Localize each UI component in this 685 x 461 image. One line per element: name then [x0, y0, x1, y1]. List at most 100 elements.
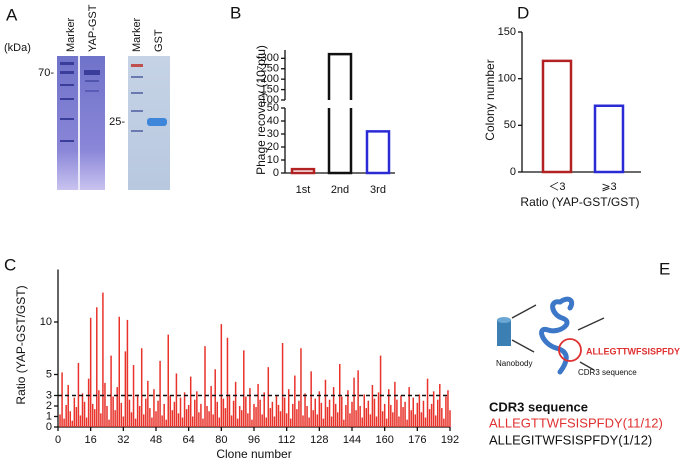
bar [136, 394, 139, 427]
bar [77, 362, 80, 427]
bar [412, 397, 414, 427]
bar [355, 410, 357, 427]
y-tick-label: 2 [46, 400, 52, 412]
bar [204, 346, 206, 427]
bar [312, 410, 314, 427]
bar [275, 395, 278, 427]
bar [89, 317, 92, 427]
bar [336, 412, 339, 427]
bar [261, 414, 263, 427]
bar [416, 402, 419, 427]
bar [300, 348, 302, 427]
bar [175, 373, 178, 427]
y-tick-label: 3 [46, 389, 52, 401]
bar [147, 380, 149, 427]
x-tick-label: 48 [150, 434, 162, 446]
bar [202, 418, 204, 427]
bar [330, 416, 333, 427]
bar [124, 351, 127, 427]
bar [138, 406, 141, 427]
bar [130, 412, 133, 427]
bar [234, 381, 237, 427]
y-tick-label: 150 [261, 83, 279, 95]
bar [216, 401, 218, 427]
lane-label: Marker [131, 17, 143, 52]
bar [294, 375, 296, 427]
bar [365, 408, 368, 427]
bar [277, 404, 280, 427]
bar [73, 397, 76, 427]
y-tick-label: 1 [46, 410, 52, 422]
bar [140, 348, 143, 427]
gel-image [57, 56, 170, 190]
bar [173, 401, 176, 427]
bar [120, 402, 123, 427]
bar [357, 370, 359, 427]
bar [171, 410, 174, 427]
bar [85, 417, 88, 427]
bar [322, 418, 325, 427]
bar [81, 393, 84, 427]
panel-label: A [6, 5, 18, 24]
lane-label: YAP-GST [87, 4, 99, 52]
cdr3-label: ALLEGTTWFSISPFDY [586, 346, 680, 356]
bar [247, 413, 249, 427]
bar [290, 167, 316, 175]
bar [447, 390, 449, 427]
bar [392, 412, 394, 427]
x-tick-label: 80 [215, 434, 227, 446]
bar [445, 396, 447, 427]
panel-label: D [517, 3, 529, 22]
bar [396, 399, 398, 427]
bar [161, 415, 163, 427]
bar [306, 406, 308, 427]
panel-label: B [230, 3, 241, 22]
bar [192, 416, 194, 427]
panel-label: E [659, 259, 670, 278]
bar [257, 383, 259, 427]
bar [87, 378, 90, 427]
y-tick-label: 100 [498, 73, 516, 85]
y-axis-title: Phage recovery (10⁷pfu) [254, 45, 268, 175]
y-tick-label: 0 [510, 166, 516, 178]
panel-label: C [4, 255, 16, 274]
bar [153, 389, 155, 427]
bar [241, 410, 243, 427]
x-tick-label: 0 [55, 434, 61, 446]
bar [145, 398, 147, 427]
region-label: CDR3 sequence [578, 368, 637, 377]
bar [108, 419, 110, 427]
bar [159, 360, 161, 427]
bar [341, 396, 343, 427]
bar [320, 402, 323, 427]
x-tick-label: 96 [248, 434, 260, 446]
bar [91, 403, 94, 427]
bar [332, 387, 335, 427]
bar [177, 413, 180, 427]
y-axis-title: Colony number [483, 59, 497, 140]
bar [283, 397, 286, 427]
bar [302, 415, 304, 427]
bar [65, 404, 67, 427]
bar [541, 59, 573, 174]
bar [365, 130, 391, 175]
bar [128, 399, 131, 427]
bar [334, 403, 337, 427]
bar [441, 408, 443, 427]
bar [214, 369, 216, 427]
y-tick-label: 250 [261, 63, 279, 75]
bar [196, 391, 198, 427]
bar [155, 411, 157, 427]
y-tick-label: 20 [267, 141, 279, 153]
bar [253, 403, 255, 427]
bar [59, 414, 61, 427]
x-tick-label: 3rd [370, 184, 386, 196]
bar [179, 397, 182, 427]
bar [226, 337, 229, 427]
bar [410, 410, 412, 427]
bar [388, 389, 390, 427]
bar [83, 401, 86, 427]
bar [343, 419, 345, 427]
gel-unit: (kDa) [4, 42, 31, 54]
